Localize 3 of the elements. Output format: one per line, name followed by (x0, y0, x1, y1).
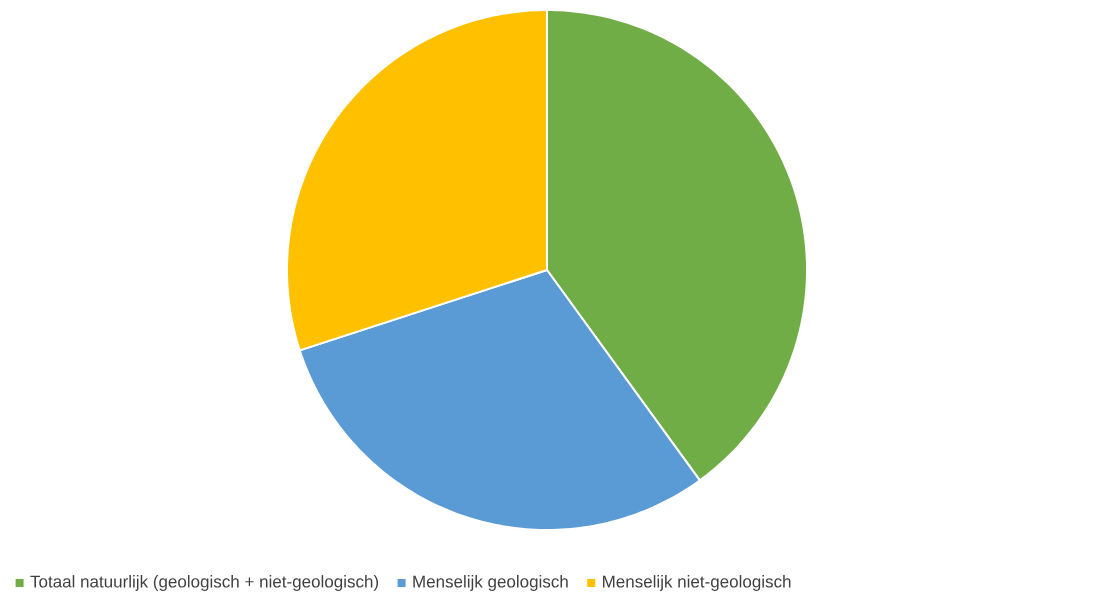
legend-label: Menselijk niet-geologisch (603, 575, 791, 591)
legend-label: Menselijk geologisch (413, 575, 568, 591)
legend-label: Totaal natuurlijk (geologisch + niet-geologisch) (30, 575, 379, 591)
